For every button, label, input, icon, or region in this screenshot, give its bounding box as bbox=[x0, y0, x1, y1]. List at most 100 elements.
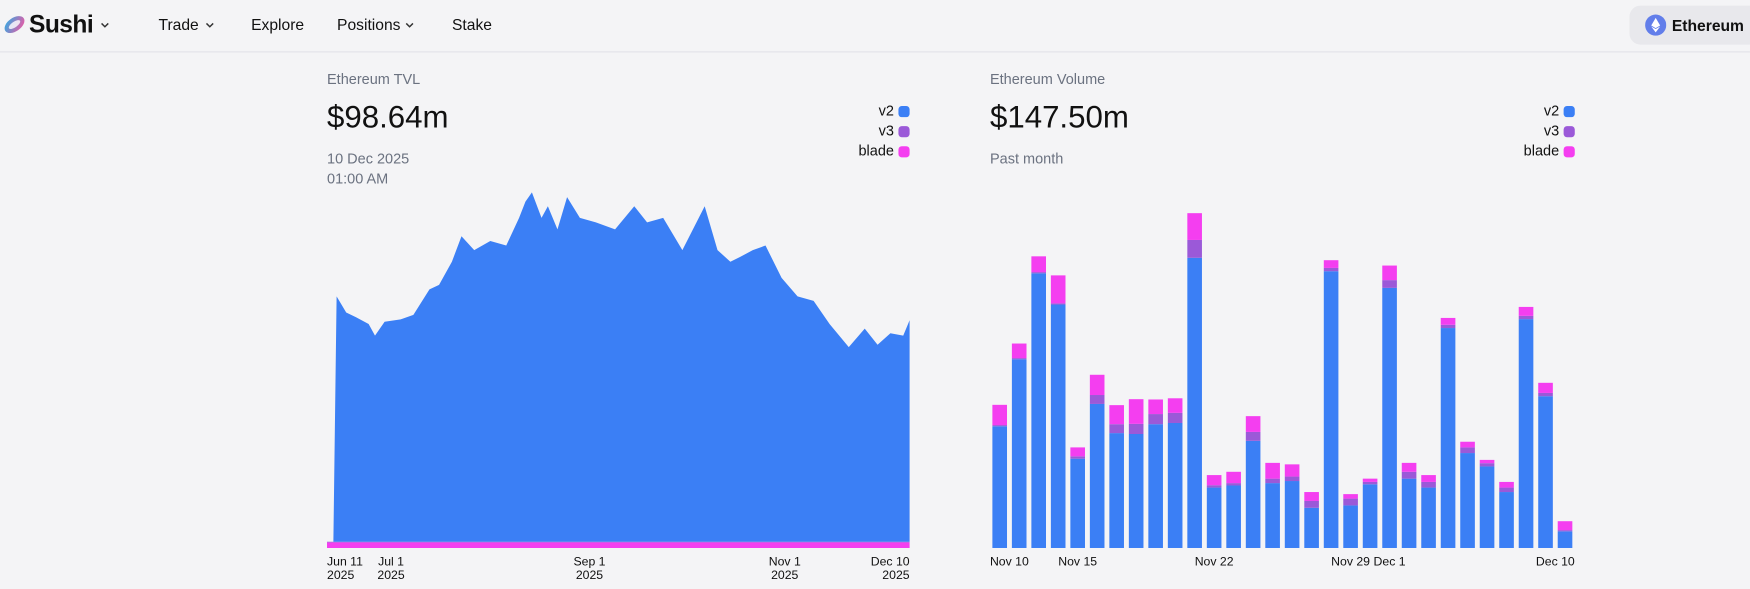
bar-segment bbox=[1382, 265, 1397, 281]
brand[interactable]: Sushi bbox=[29, 10, 94, 38]
bar-segment bbox=[1421, 487, 1436, 548]
x-tick-label: Sep 1 bbox=[573, 555, 605, 569]
x-tick-label: 2025 bbox=[771, 568, 798, 582]
bar-segment bbox=[1440, 328, 1456, 548]
bar-segment bbox=[1401, 478, 1417, 548]
x-tick-label: 2025 bbox=[327, 568, 354, 582]
bar-segment bbox=[1479, 463, 1495, 467]
bar-segment bbox=[1460, 441, 1475, 448]
bar-segment bbox=[1050, 304, 1066, 548]
bar-segment bbox=[1206, 475, 1222, 486]
bar-segment bbox=[1050, 303, 1066, 305]
chevron bbox=[405, 22, 414, 28]
nav-explore[interactable]: Explore bbox=[251, 15, 305, 34]
x-tick-label: 2025 bbox=[377, 568, 404, 582]
chevron bbox=[205, 22, 214, 28]
bar-segment bbox=[1128, 423, 1144, 435]
bar-segment bbox=[1362, 481, 1378, 485]
x-tick-label: Jun 11 bbox=[327, 555, 363, 569]
bar-segment bbox=[1401, 471, 1417, 479]
subtitle: 10 Dec 2025 bbox=[327, 151, 409, 167]
headline-value: $98.64m bbox=[327, 100, 449, 135]
bar-segment bbox=[1479, 459, 1495, 464]
x-tick-label: Jul 1 bbox=[378, 555, 404, 569]
area bbox=[327, 541, 910, 543]
bar-segment bbox=[1148, 414, 1163, 425]
bar-segment bbox=[1382, 287, 1397, 548]
bar-segment bbox=[1206, 487, 1222, 548]
bar-segment bbox=[1323, 267, 1339, 272]
bar-segment bbox=[1538, 382, 1553, 393]
legend-swatch bbox=[898, 146, 910, 158]
chart-title: Ethereum Volume bbox=[990, 72, 1105, 88]
bar-segment bbox=[1421, 481, 1436, 488]
bar-segment bbox=[1070, 447, 1085, 457]
bar-segment bbox=[1167, 398, 1183, 413]
header: Sushi Trade Explore Positions Stake Ethe… bbox=[0, 0, 1750, 53]
bar-segment bbox=[1343, 498, 1358, 506]
bar-segment bbox=[1421, 475, 1436, 482]
bar-segment bbox=[1265, 483, 1280, 548]
bar-segment bbox=[1265, 462, 1280, 479]
bar-segment bbox=[1089, 374, 1105, 396]
nav-trade[interactable]: Trade bbox=[158, 15, 199, 34]
legend-label: blade bbox=[858, 144, 893, 160]
bar-segment bbox=[1440, 324, 1456, 329]
x-tick-label: Nov 10 bbox=[990, 555, 1029, 569]
x-tick-label: Nov 29 bbox=[1331, 555, 1370, 569]
x-tick-label: Dec 10 bbox=[871, 555, 910, 569]
chevron bbox=[101, 22, 109, 28]
bar-segment bbox=[1538, 396, 1553, 548]
bar-segment bbox=[1304, 507, 1319, 548]
bar-segment bbox=[1226, 471, 1241, 484]
logo-icon[interactable] bbox=[2, 12, 27, 37]
bar-segment bbox=[1557, 521, 1573, 531]
nav-positions[interactable]: Positions bbox=[337, 15, 401, 34]
bar-segment bbox=[1089, 403, 1105, 548]
nav-stake[interactable]: Stake bbox=[452, 15, 492, 34]
legend-swatch bbox=[1563, 106, 1575, 118]
bar-segment bbox=[1499, 492, 1514, 548]
bar-segment bbox=[1109, 405, 1124, 425]
bar-segment bbox=[1557, 531, 1573, 548]
bar-segment bbox=[1148, 399, 1163, 415]
area bbox=[327, 542, 910, 548]
network-button[interactable]: Ethereum bbox=[1629, 5, 1750, 45]
bar-segment bbox=[1187, 239, 1202, 258]
chart-title: Ethereum TVL bbox=[327, 72, 420, 88]
bar-segment bbox=[1323, 260, 1339, 268]
legend-label: v3 bbox=[1544, 124, 1559, 140]
x-tick-label: 2025 bbox=[576, 568, 603, 582]
bar-segment bbox=[1089, 395, 1105, 404]
bar-segment bbox=[1011, 358, 1027, 360]
bar-segment bbox=[992, 425, 1008, 427]
legend-swatch bbox=[898, 106, 910, 118]
bar-segment bbox=[1109, 433, 1124, 548]
bar-segment bbox=[1245, 416, 1261, 432]
bar-segment bbox=[1499, 487, 1514, 493]
legend-swatch bbox=[1563, 126, 1575, 138]
bar-segment bbox=[1518, 319, 1534, 548]
bar-segment bbox=[1226, 483, 1241, 486]
bar-segment bbox=[1245, 440, 1261, 548]
bar-segment bbox=[1011, 343, 1027, 359]
bar-segment bbox=[1343, 505, 1358, 548]
bar-segment bbox=[1401, 462, 1417, 472]
x-tick-label: 2025 bbox=[882, 568, 909, 582]
legend-label: v2 bbox=[1544, 103, 1559, 119]
x-tick-label: Dec 1 bbox=[1374, 555, 1406, 569]
bar-segment bbox=[1265, 478, 1280, 484]
bar-segment bbox=[1031, 256, 1046, 273]
x-tick-label: Nov 22 bbox=[1195, 555, 1234, 569]
bar-segment bbox=[1070, 456, 1085, 459]
x-tick-label: Nov 1 bbox=[769, 555, 801, 569]
bar-segment bbox=[1518, 306, 1534, 316]
bar-segment bbox=[1284, 476, 1300, 482]
x-tick-label: Nov 15 bbox=[1058, 555, 1097, 569]
network-name[interactable]: Ethereum bbox=[1671, 16, 1744, 35]
bar-segment bbox=[1187, 257, 1202, 548]
bar-segment bbox=[1499, 481, 1514, 488]
headline-value: $147.50m bbox=[990, 100, 1129, 135]
subtitle: 01:00 AM bbox=[327, 172, 388, 188]
